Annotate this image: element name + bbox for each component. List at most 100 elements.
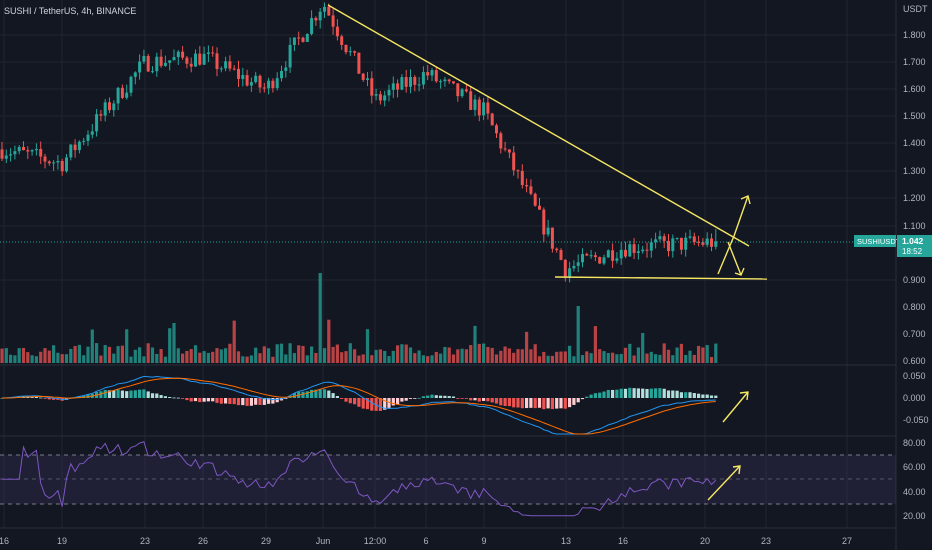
volume-bar [224,348,228,363]
volume-bar [490,347,494,363]
candle-body [452,81,455,84]
macd-histogram-bar [473,398,477,401]
volume-bar [550,355,554,363]
volume-bar [602,351,606,363]
macd-histogram-bar [116,389,120,398]
macd-histogram-bar [421,396,425,398]
macd-histogram-bar [391,398,395,406]
volume-bar [198,352,202,363]
candle-body [232,68,236,70]
macd-histogram-bar [426,395,430,398]
y-tick-label: 60.00 [903,462,926,472]
volume-bar [507,348,511,363]
volume-bar [537,356,542,363]
volume-bar [400,344,404,363]
macd-histogram-bar [146,391,150,398]
x-tick-label: 16 [0,536,9,546]
volume-bar [636,347,640,363]
volume-bar [460,348,464,363]
volume-bar [533,344,537,363]
candle-body [323,6,326,12]
candle-body [602,257,606,264]
macd-histogram-bar [516,398,520,408]
volume-bar [598,349,602,363]
candle-body [138,61,142,73]
candle-body [439,81,443,83]
macd-histogram-bar [30,396,34,398]
volume-bar [709,356,714,363]
candle-body [550,227,554,249]
macd-histogram-bar [331,393,335,398]
volume-bar [348,343,352,363]
macd-histogram-bar [39,397,43,399]
candle-body [90,131,94,135]
volume-bar [421,355,425,363]
macd-histogram-bar [125,391,129,398]
macd-histogram-bar [645,388,649,398]
macd-histogram-bar [636,388,640,398]
volume-bar [619,353,623,363]
candle-body [241,75,245,79]
volume-bar [520,349,524,363]
macd-histogram-bar [236,398,241,406]
volume-bar [43,348,47,363]
macd-histogram-bar [692,393,696,398]
badge-countdown: 18:52 [902,247,923,256]
price-badge: SUSHIUSDT 1.042 18:52 [854,235,932,257]
price-axis[interactable]: 1.800 1.700 1.600 1.500 1.400 1.300 1.200 1.100… [903,30,929,521]
macd-histogram-bar [533,398,537,409]
volume-bar [301,345,305,363]
macd-histogram-bar [413,398,417,399]
candle-body [701,242,705,245]
volume-bar [572,356,576,363]
macd-histogram-bar [546,398,550,409]
volume-bar [671,355,675,363]
candle-body [456,83,460,97]
volume-bar [86,346,90,363]
macd-histogram-bar [103,389,107,398]
volume-bar [331,346,335,363]
candle-body [13,151,17,155]
macd-histogram-bar [353,398,357,405]
rsi-arrow [707,465,741,501]
volume-bar [116,346,120,363]
candle-body [60,160,64,172]
candle-body [142,55,146,62]
volume-bar [284,354,288,363]
volume-bar [120,345,124,363]
volume-bar [494,354,499,363]
price-candles [0,2,718,283]
macd-histogram-bar [202,398,206,402]
candle-body [262,87,266,89]
drawings[interactable] [327,4,768,501]
candle-body [267,80,271,89]
volume-bar [64,354,69,363]
macd-histogram-bar [611,389,615,398]
y-tick-label: 1.600 [903,84,926,94]
candle-body [43,156,47,162]
macd-histogram-bar [275,398,279,403]
candle-body [73,144,77,151]
x-tick-label: 20 [700,536,710,546]
macd-histogram-bar [396,398,400,405]
candle-body [632,244,636,253]
macd-histogram-bar [559,398,563,409]
candle-body [542,209,546,235]
candle-body [563,259,567,277]
macd-histogram-bar [658,388,662,398]
time-axis[interactable]: 16 19 23 26 29 Jun 12:00 6 9 13 16 20 23 27 [0,536,852,546]
macd-histogram-bar [593,393,597,398]
macd-histogram-bar [529,398,533,408]
volume-bar [90,329,94,363]
macd-histogram-bar [404,398,408,401]
volume-bar [464,349,468,363]
candle-body [168,60,172,63]
volume-bar [150,347,155,363]
macd-histogram-bar [632,388,636,398]
candle-body [0,149,4,159]
x-tick-label: 23 [140,536,150,546]
candle-body [490,113,494,126]
candle-body [82,140,86,142]
macd-histogram-bar [163,396,167,398]
